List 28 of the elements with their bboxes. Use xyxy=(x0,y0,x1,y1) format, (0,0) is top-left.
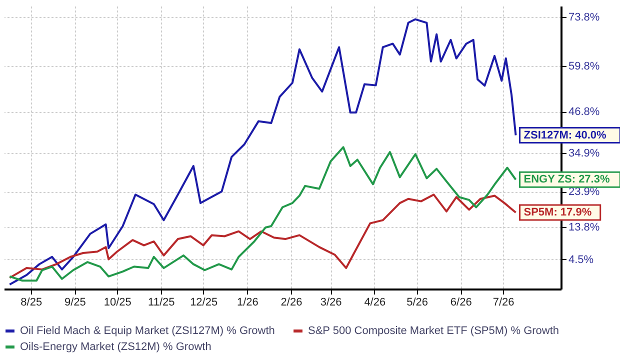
y-tick-label: 34.9% xyxy=(568,148,600,160)
line-series xyxy=(8,194,517,279)
x-tick-label: 10/25 xyxy=(104,296,132,308)
y-tick-label: 4.5% xyxy=(568,254,594,266)
annotation: ENGY ZS: 27.3% xyxy=(524,174,610,186)
x-tick-label: 3/26 xyxy=(320,296,342,308)
annotation: ZSI127M: 40.0% xyxy=(524,129,607,142)
annotation: SP5M: 17.9% xyxy=(524,206,592,218)
legend-label: Oils-Energy Market (ZS12M) % Growth xyxy=(20,341,212,353)
y-tick-label: 59.8% xyxy=(568,60,600,73)
x-tick-label: 1/26 xyxy=(236,296,258,308)
x-tick-label: 12/25 xyxy=(190,296,218,308)
x-tick-label: 9/25 xyxy=(64,296,86,308)
x-tick-label: 5/26 xyxy=(406,296,428,308)
x-tick-label: 7/26 xyxy=(492,296,514,308)
x-tick-label: 8/25 xyxy=(20,296,42,308)
legend-label: S&P 500 Composite Market ETF (SP5M) % Growth xyxy=(308,325,560,337)
y-tick-label: 46.8% xyxy=(568,106,600,118)
x-tick-label: 4/26 xyxy=(364,296,386,308)
x-tick-label: 11/25 xyxy=(148,296,175,308)
y-tick-label: 73.8% xyxy=(568,12,600,24)
x-tick-label: 6/26 xyxy=(450,296,472,308)
y-tick-label: 23.9% xyxy=(568,186,600,198)
line-series xyxy=(8,18,517,286)
line-series xyxy=(8,146,517,282)
legend-label: Oil Field Mach & Equip Market (ZSI127M) % Growth xyxy=(20,325,275,337)
y-tick-label: 13.8% xyxy=(568,221,600,234)
x-tick-label: 2/26 xyxy=(280,296,302,308)
